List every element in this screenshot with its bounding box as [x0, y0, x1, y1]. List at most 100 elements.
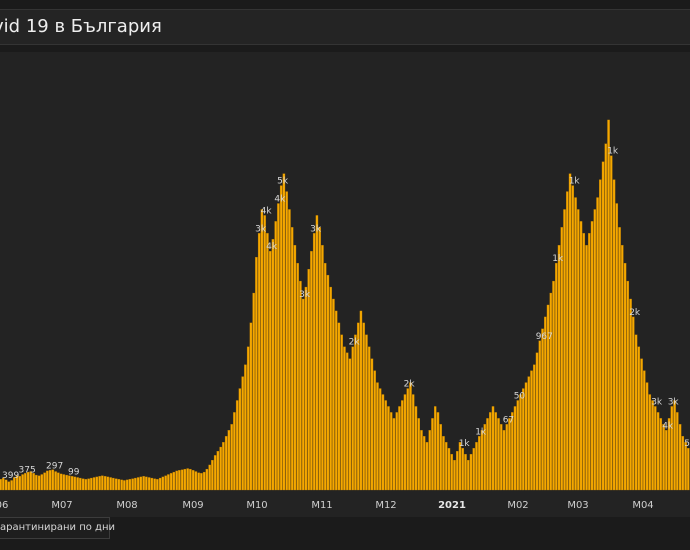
bar[interactable]: [191, 470, 195, 491]
bar[interactable]: [599, 179, 602, 491]
bar[interactable]: [615, 203, 619, 491]
bar[interactable]: [158, 477, 162, 491]
bar[interactable]: [362, 322, 365, 491]
bar[interactable]: [445, 442, 448, 491]
bar[interactable]: [235, 400, 239, 491]
bar[interactable]: [472, 448, 475, 491]
bar[interactable]: [178, 470, 181, 491]
bar[interactable]: [588, 233, 591, 491]
bar[interactable]: [590, 221, 594, 491]
bar[interactable]: [637, 346, 641, 491]
bar[interactable]: [596, 197, 599, 491]
bar[interactable]: [106, 476, 110, 491]
bar[interactable]: [40, 474, 44, 491]
bar[interactable]: [420, 430, 423, 491]
bar[interactable]: [98, 476, 101, 491]
bar[interactable]: [425, 442, 429, 491]
bar[interactable]: [549, 292, 553, 491]
bar[interactable]: [200, 473, 203, 491]
bar[interactable]: [464, 454, 467, 491]
bar[interactable]: [568, 173, 572, 491]
bar[interactable]: [92, 477, 96, 491]
bar[interactable]: [519, 394, 522, 491]
bar[interactable]: [557, 245, 561, 491]
bar[interactable]: [659, 418, 663, 491]
bar[interactable]: [24, 473, 27, 491]
bar[interactable]: [447, 448, 451, 491]
bar[interactable]: [57, 472, 60, 491]
bar[interactable]: [150, 477, 154, 491]
bar[interactable]: [356, 322, 360, 491]
bar[interactable]: [384, 400, 387, 491]
bar[interactable]: [282, 173, 286, 491]
bar[interactable]: [120, 479, 123, 491]
bar[interactable]: [10, 480, 13, 491]
bar[interactable]: [378, 388, 382, 491]
bar[interactable]: [676, 412, 679, 491]
bar[interactable]: [293, 245, 297, 491]
bar[interactable]: [183, 468, 187, 491]
bar[interactable]: [417, 418, 420, 491]
bar[interactable]: [544, 316, 547, 491]
bar[interactable]: [7, 481, 11, 491]
bar[interactable]: [244, 364, 247, 491]
bar[interactable]: [189, 468, 192, 491]
bar[interactable]: [582, 233, 586, 491]
bar[interactable]: [640, 358, 643, 491]
bar[interactable]: [81, 478, 85, 491]
bar[interactable]: [266, 233, 269, 491]
bar[interactable]: [271, 239, 275, 491]
bar[interactable]: [571, 185, 575, 491]
bar[interactable]: [68, 475, 71, 491]
bar[interactable]: [142, 476, 145, 491]
bar[interactable]: [403, 394, 407, 491]
bar[interactable]: [290, 227, 294, 491]
bar[interactable]: [18, 476, 22, 491]
bar[interactable]: [538, 340, 542, 491]
bar[interactable]: [436, 412, 440, 491]
bar[interactable]: [139, 476, 143, 491]
bar[interactable]: [246, 346, 250, 491]
bar[interactable]: [354, 334, 357, 491]
bar[interactable]: [46, 470, 49, 491]
bar[interactable]: [153, 478, 156, 491]
bar[interactable]: [552, 280, 555, 491]
bar[interactable]: [367, 346, 371, 491]
bar[interactable]: [145, 476, 148, 491]
bar[interactable]: [175, 470, 178, 491]
bar[interactable]: [370, 358, 374, 491]
bar[interactable]: [219, 446, 222, 491]
bar[interactable]: [54, 471, 57, 491]
bar[interactable]: [579, 221, 583, 491]
bar[interactable]: [667, 418, 671, 491]
bar[interactable]: [169, 473, 173, 491]
bar[interactable]: [345, 352, 349, 491]
bar[interactable]: [442, 436, 445, 491]
bar[interactable]: [274, 221, 277, 491]
bar[interactable]: [409, 382, 412, 491]
bar[interactable]: [351, 346, 354, 491]
bar[interactable]: [585, 245, 588, 491]
bar[interactable]: [172, 471, 176, 491]
bar[interactable]: [109, 477, 112, 491]
bar[interactable]: [288, 209, 291, 491]
bar[interactable]: [147, 477, 151, 491]
bar[interactable]: [497, 418, 500, 491]
bar[interactable]: [546, 304, 550, 491]
bar[interactable]: [670, 406, 674, 491]
bar[interactable]: [406, 388, 409, 491]
bar[interactable]: [439, 424, 442, 491]
bar[interactable]: [527, 376, 530, 491]
bar[interactable]: [422, 436, 426, 491]
bar[interactable]: [505, 424, 508, 491]
bar[interactable]: [211, 459, 214, 491]
bar[interactable]: [343, 346, 346, 491]
bar[interactable]: [318, 227, 321, 491]
bar[interactable]: [260, 209, 264, 491]
bar[interactable]: [87, 478, 90, 491]
bar[interactable]: [469, 454, 473, 491]
bar[interactable]: [392, 418, 396, 491]
bar[interactable]: [489, 412, 492, 491]
bar[interactable]: [95, 476, 99, 491]
bar[interactable]: [315, 215, 319, 491]
